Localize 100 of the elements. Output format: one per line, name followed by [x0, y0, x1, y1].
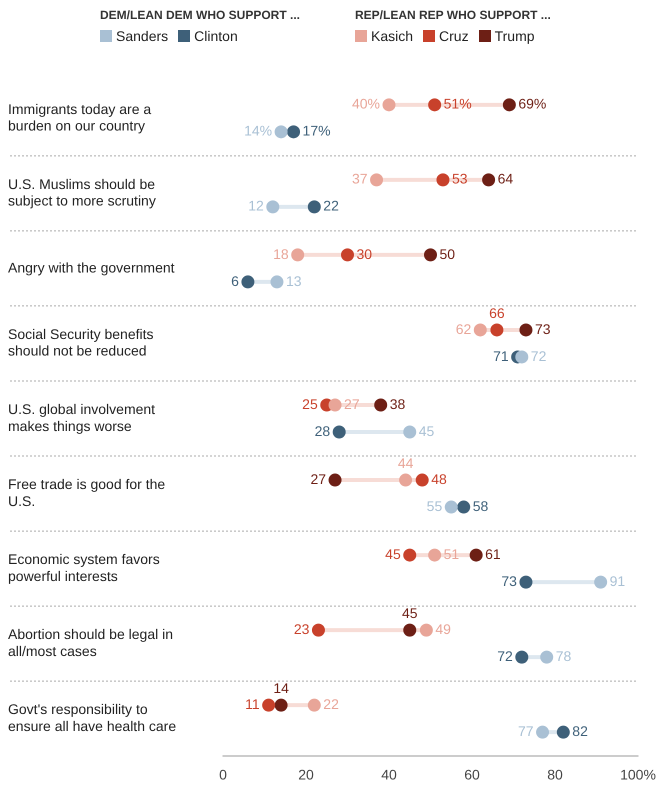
legend-label: Trump [494, 28, 535, 44]
legend-label: Clinton [193, 28, 238, 44]
point [374, 398, 388, 412]
data-label: 69% [518, 96, 546, 112]
point [519, 323, 532, 336]
data-label: 91 [610, 572, 626, 589]
point [490, 323, 504, 336]
point [470, 548, 483, 562]
data-label: 38 [390, 396, 406, 412]
data-label: 17% [302, 122, 331, 139]
data-label: 58 [472, 498, 488, 514]
point [274, 698, 288, 712]
data-label: 49 [435, 620, 452, 637]
point [241, 275, 254, 288]
data-label: 73 [501, 572, 518, 589]
point [519, 576, 532, 589]
point [420, 624, 433, 637]
x-tick-label: 100% [620, 766, 656, 782]
data-label: 14% [244, 122, 272, 139]
point [515, 650, 528, 664]
data-label: 64 [498, 170, 514, 187]
point [341, 248, 354, 262]
data-label: 77 [518, 723, 534, 740]
text: DEM/LEAN DEM WHO SUPPORT ... [100, 8, 300, 22]
point [457, 500, 470, 514]
point [382, 98, 396, 112]
data-label: 40% [352, 96, 380, 112]
point [474, 323, 487, 336]
data-label: 61 [485, 546, 501, 562]
data-label: 27 [310, 470, 326, 487]
data-label: 72 [497, 648, 514, 664]
point [270, 275, 284, 288]
data-label: 66 [489, 304, 505, 321]
x-tick-label: 0 [219, 766, 228, 782]
text: REP/LEAN REP WHO SUPPORT ... [355, 8, 551, 22]
legend-label: Sanders [115, 28, 168, 44]
point [403, 426, 416, 439]
data-label: 18 [273, 246, 289, 262]
data-label: 25 [302, 396, 318, 412]
point [312, 624, 325, 637]
data-label: 73 [534, 320, 551, 337]
point [428, 548, 442, 562]
data-label: 6 [231, 272, 240, 289]
data-label: 22 [323, 696, 340, 712]
y-tick-label: Economic system favors powerful interests [8, 551, 160, 584]
data-label: 71 [493, 348, 509, 364]
point [436, 173, 450, 186]
point [515, 350, 528, 364]
point [328, 398, 342, 412]
point [308, 200, 321, 214]
point [287, 125, 300, 138]
point [370, 173, 384, 186]
data-label: 14 [273, 680, 290, 696]
legend-label: Kasich [370, 28, 414, 44]
data-label: 51 [444, 546, 460, 562]
point [332, 426, 346, 439]
y-tick-label: Angry with the government [8, 259, 175, 276]
x-tick-label: 80 [547, 766, 563, 782]
point [594, 576, 608, 589]
data-label: 44 [398, 454, 414, 471]
data-label: 27 [344, 396, 360, 412]
point [399, 474, 412, 487]
point [444, 500, 458, 514]
point [262, 698, 276, 712]
data-label: 72 [530, 348, 547, 364]
point [274, 125, 288, 138]
point [416, 474, 429, 487]
data-label: 82 [572, 723, 588, 740]
point [556, 726, 570, 739]
data-label: 12 [248, 198, 264, 214]
x-tick-label: 60 [464, 766, 480, 782]
data-label: 51% [444, 96, 472, 112]
data-label: 53 [452, 170, 468, 187]
point [308, 698, 321, 712]
point [291, 248, 304, 262]
point [266, 200, 280, 214]
point [536, 726, 550, 739]
y-tick-label: Govt's responsibility to ensure all have health care [8, 701, 176, 734]
data-label: 78 [556, 648, 572, 664]
x-tick-label: 40 [381, 766, 397, 782]
data-label: 11 [245, 696, 260, 712]
point [424, 248, 437, 262]
point [403, 624, 416, 637]
point [502, 98, 516, 112]
point [482, 173, 496, 186]
data-label: 45 [385, 546, 401, 562]
y-tick-label: Social Security benefits should not be reduced [8, 326, 154, 359]
y-tick-label: U.S. Muslims should be subject to more scrutiny [8, 176, 156, 209]
data-label: 62 [456, 320, 472, 337]
y-tick-label: U.S. global involvement makes things worse [8, 400, 156, 434]
point [428, 98, 442, 112]
point [403, 548, 416, 562]
point [328, 474, 342, 487]
legend-label: Cruz [438, 28, 469, 44]
data-label: 45 [402, 604, 418, 621]
data-label: 45 [418, 422, 435, 439]
data-label: 28 [314, 422, 330, 439]
data-label: 55 [426, 498, 442, 514]
data-label: 22 [323, 198, 340, 214]
data-label: 37 [352, 170, 368, 187]
